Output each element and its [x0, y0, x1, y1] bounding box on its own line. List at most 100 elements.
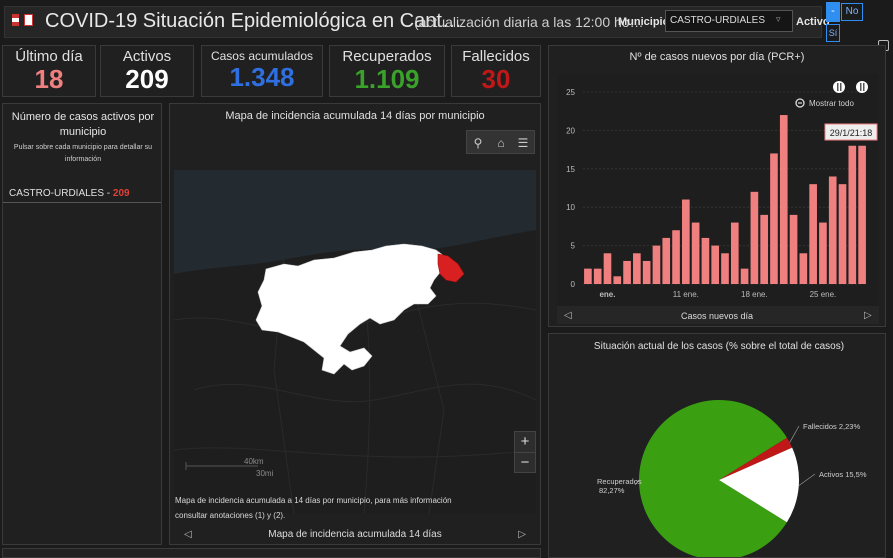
map-svg: 40km 30mi	[174, 170, 536, 514]
bar[interactable]	[633, 253, 641, 284]
map-panel: Mapa de incidencia acumulada 14 días por…	[169, 103, 541, 545]
cantabria-region[interactable]	[255, 243, 445, 375]
pause-icon[interactable]	[833, 81, 845, 93]
kpi-label: Recuperados	[342, 48, 432, 65]
list-item-name: CASTRO-URDIALES -	[9, 188, 113, 199]
bar[interactable]	[593, 268, 602, 284]
home-icon[interactable]: ⌂	[497, 136, 505, 150]
kpi-value: 1.109	[354, 64, 420, 94]
legend-list-icon[interactable]: ☰	[517, 136, 529, 150]
x-tick-label: 11 ene.	[673, 290, 699, 299]
bar[interactable]	[711, 245, 720, 284]
kpi-activos: Activos 209	[100, 45, 194, 97]
pie-label: Recuperados 82,27%	[597, 477, 642, 495]
y-tick-label: 25	[566, 88, 575, 97]
pie-panel: Situación actual de los casos (% sobre e…	[548, 333, 886, 558]
zoom-out-button[interactable]: −	[515, 452, 535, 472]
zoom-controls: + −	[514, 431, 536, 473]
bar[interactable]	[623, 260, 631, 284]
bar[interactable]	[819, 222, 827, 284]
bar[interactable]	[642, 260, 651, 284]
bar[interactable]	[799, 253, 808, 284]
y-tick-label: 5	[571, 242, 576, 251]
pie-slice[interactable]	[719, 437, 793, 480]
castro-urdiales-highlight[interactable]	[437, 253, 465, 283]
bar[interactable]	[848, 145, 857, 284]
pie-title: Situación actual de los casos (% sobre e…	[594, 341, 844, 352]
bar[interactable]	[603, 253, 612, 284]
y-tick-label: 15	[566, 165, 575, 174]
map-footer-label: Mapa de incidencia acumulada 14 días	[268, 529, 442, 540]
bar[interactable]	[613, 276, 622, 284]
next-arrow-icon[interactable]: ▷	[518, 529, 526, 540]
pause-icon-bar	[837, 83, 839, 91]
list-hint: Pulsar sobre cada municipio para detalla…	[13, 144, 153, 163]
bar[interactable]	[760, 214, 768, 284]
chart-panel: Nº de casos nuevos por día (PCR+) 0 5 10 15…	[548, 45, 886, 327]
municipio-select[interactable]: CASTRO-URDIALES	[665, 10, 793, 32]
x-tick-label: 18 ene.	[741, 290, 768, 299]
bar[interactable]	[652, 245, 661, 284]
map-footnote: Mapa de incidencia acumulada a 14 días p…	[175, 496, 452, 520]
bottom-panel-edge	[2, 548, 541, 558]
bar-series	[584, 115, 866, 284]
bar[interactable]	[858, 145, 866, 284]
activo-option-no[interactable]: No	[841, 3, 863, 21]
scale-bar	[185, 462, 258, 470]
pie-slice[interactable]	[719, 447, 799, 523]
map-title: Mapa de incidencia acumulada 14 días por…	[225, 110, 485, 122]
bar[interactable]	[789, 214, 798, 284]
chart-footer	[557, 306, 879, 324]
y-tick-label: 20	[566, 126, 575, 135]
bar[interactable]	[809, 184, 817, 284]
bar[interactable]	[701, 237, 710, 284]
tooltip-label: 29/1/21:18	[830, 128, 873, 138]
pause-icon-bar	[860, 83, 862, 91]
tooltip-box	[824, 123, 878, 141]
kpi-label: Fallecidos	[462, 48, 530, 65]
bar[interactable]	[691, 222, 700, 284]
activo-label: Activo	[796, 16, 830, 28]
bar[interactable]	[838, 184, 847, 284]
pie-slice[interactable]	[638, 400, 787, 558]
bar[interactable]	[584, 268, 592, 284]
bar[interactable]	[770, 153, 778, 284]
bar[interactable]	[750, 191, 759, 284]
page-title: COVID-19 Situación Epidemiológica en Can…	[45, 10, 462, 32]
list-panel: Número de casos activos por municipio Pu…	[2, 103, 162, 545]
search-icon[interactable]: ⚲	[473, 136, 483, 150]
kpi-label: Último día	[15, 48, 83, 65]
scale-mi-label: 30mi	[256, 469, 274, 478]
kpi-fallecidos: Fallecidos 30	[451, 45, 541, 97]
y-axis: 0 5 10 15 20 25	[566, 88, 575, 289]
activo-option-si[interactable]: Sí	[826, 24, 840, 42]
activo-toggle-dash[interactable]: -	[826, 2, 840, 22]
pause-icon[interactable]	[856, 81, 868, 93]
list-item[interactable]: CASTRO-URDIALES - 209	[9, 188, 130, 199]
bar[interactable]	[672, 230, 680, 284]
kpi-label: Activos	[122, 48, 172, 65]
bar[interactable]	[828, 176, 837, 284]
bar[interactable]	[682, 199, 690, 284]
prev-arrow-icon[interactable]: ◁	[184, 529, 192, 540]
next-arrow-icon[interactable]: ▷	[864, 310, 872, 321]
zoom-in-button[interactable]: +	[520, 433, 530, 450]
list-title: Número de casos activos por municipio	[11, 111, 155, 138]
y-tick-label: 0	[571, 280, 576, 289]
bar[interactable]	[740, 268, 749, 284]
chevron-down-icon[interactable]: ▿	[776, 14, 781, 24]
show-all-button[interactable]: Mostrar todo	[809, 99, 854, 108]
divider	[3, 202, 161, 203]
bar[interactable]	[779, 115, 788, 284]
kpi-casos-acumulados: Casos acumulados 1.348	[201, 45, 323, 97]
prev-arrow-icon[interactable]: ◁	[564, 310, 572, 321]
bar[interactable]	[721, 253, 729, 284]
map-canvas[interactable]: 40km 30mi	[174, 170, 536, 514]
pause-icon-bar	[840, 83, 842, 91]
zoom-out-icon[interactable]	[795, 98, 805, 108]
x-tick-label: 25 ene.	[810, 290, 837, 299]
bar[interactable]	[662, 237, 671, 284]
bar[interactable]	[730, 222, 739, 284]
bar-chart: Nº de casos nuevos por día (PCR+) 0 5 10 15…	[557, 51, 879, 324]
kpi-value: 1.348	[229, 62, 295, 92]
